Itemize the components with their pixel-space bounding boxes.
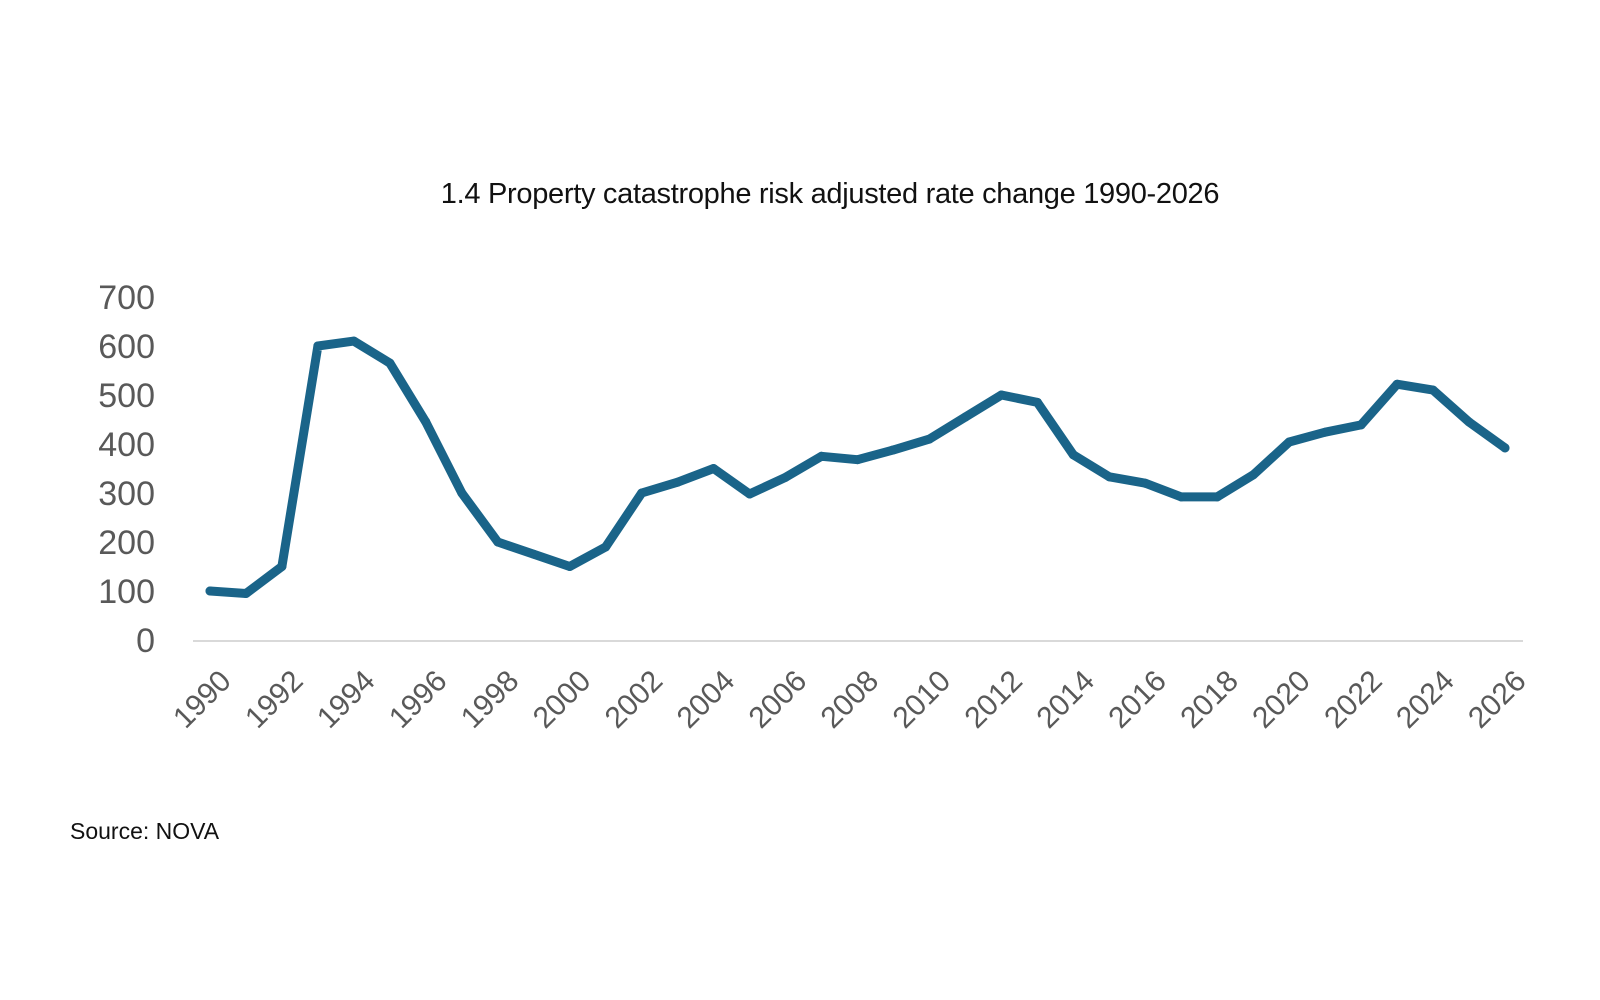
- x-tick-label: 2010: [887, 664, 958, 735]
- data-points: [205, 336, 1510, 598]
- x-tick-label: 2016: [1102, 664, 1173, 735]
- data-point-1998: [493, 537, 503, 547]
- source-note: Source: NOVA: [70, 818, 220, 844]
- x-tick-label: 2000: [527, 664, 598, 735]
- x-tick-label: 2008: [815, 664, 886, 735]
- data-point-2004: [709, 464, 719, 473]
- data-point-2018: [1212, 492, 1222, 502]
- data-point-1991: [241, 588, 251, 598]
- x-tick-label: 1994: [311, 664, 382, 735]
- data-point-1997: [457, 488, 467, 498]
- data-point-2025: [1464, 417, 1474, 427]
- x-tick-label: 2026: [1462, 664, 1533, 735]
- data-point-2014: [1068, 450, 1078, 460]
- data-point-2012: [996, 390, 1006, 400]
- x-tick-label: 2020: [1246, 664, 1317, 735]
- data-point-1999: [529, 549, 539, 559]
- y-tick-label: 600: [98, 328, 155, 366]
- y-tick-label: 100: [98, 573, 155, 611]
- y-tick-label: 200: [98, 524, 155, 562]
- data-point-1994: [349, 336, 359, 346]
- data-point-2008: [853, 455, 862, 465]
- data-point-2007: [817, 451, 827, 461]
- data-point-1993: [313, 341, 323, 351]
- data-point-2006: [781, 472, 791, 482]
- x-tick-label: 2018: [1174, 664, 1245, 735]
- data-point-2015: [1104, 472, 1114, 482]
- x-tick-label: 1998: [455, 664, 526, 735]
- data-point-2022: [1356, 420, 1366, 430]
- y-axis: 0 100 200 300 400 500 600 700: [98, 279, 155, 660]
- data-point-2023: [1392, 379, 1402, 389]
- data-point-1992: [277, 562, 287, 571]
- y-tick-label: 700: [98, 279, 155, 317]
- data-point-2005: [745, 489, 755, 499]
- data-point-2020: [1284, 437, 1294, 447]
- y-tick-label: 0: [136, 622, 155, 660]
- x-tick-label: 1992: [239, 664, 310, 735]
- data-point-2010: [924, 434, 934, 444]
- chart-title: 1.4 Property catastrophe risk adjusted r…: [440, 178, 1220, 210]
- data-point-2011: [960, 412, 970, 422]
- data-point-2021: [1320, 427, 1330, 437]
- y-tick-label: 400: [98, 426, 155, 464]
- y-tick-label: 300: [98, 475, 155, 513]
- data-point-2024: [1428, 385, 1438, 395]
- series-line: [205, 336, 1510, 598]
- x-tick-label: 2004: [671, 664, 742, 735]
- x-tick-label: 2006: [743, 664, 814, 735]
- x-tick-label: 2012: [959, 664, 1030, 735]
- data-point-2013: [1032, 397, 1042, 407]
- x-tick-label: 1990: [167, 664, 238, 735]
- y-tick-label: 500: [98, 377, 155, 415]
- x-axis: 1990 1992 1994 1996 1998 2000 2002 2004 2006 2008…: [167, 664, 1533, 735]
- data-point-2019: [1248, 470, 1258, 480]
- data-point-2009: [888, 445, 898, 455]
- data-point-2003: [673, 477, 683, 487]
- x-tick-label: 2014: [1030, 664, 1101, 735]
- data-point-1995: [385, 358, 395, 368]
- data-point-2016: [1140, 478, 1150, 488]
- x-tick-label: 2002: [599, 664, 670, 735]
- data-point-2001: [601, 542, 611, 552]
- data-point-2002: [637, 488, 647, 498]
- data-point-1990: [205, 586, 215, 596]
- data-point-2017: [1176, 492, 1186, 502]
- data-point-2000: [565, 562, 575, 571]
- x-tick-label: 1996: [383, 664, 454, 735]
- x-tick-label: 2024: [1390, 664, 1461, 735]
- data-point-1996: [421, 417, 431, 427]
- data-point-2026: [1500, 443, 1510, 453]
- x-tick-label: 2022: [1318, 664, 1389, 735]
